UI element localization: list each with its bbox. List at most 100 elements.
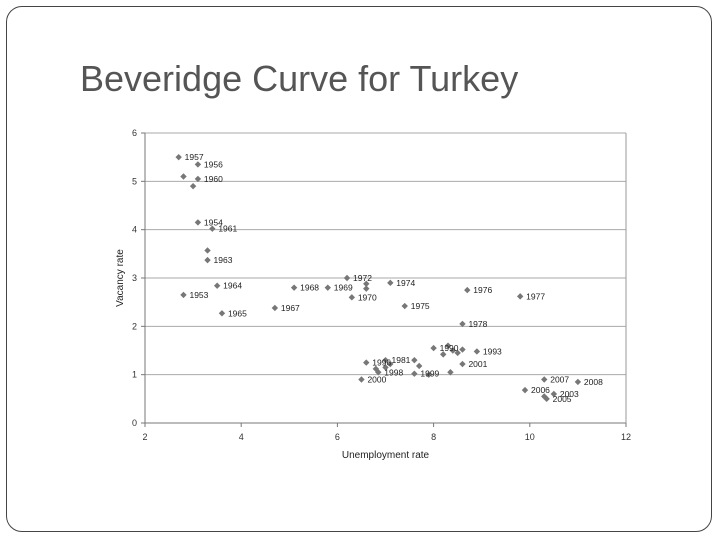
data-point [358, 376, 365, 383]
data-point [271, 304, 279, 312]
y-axis-label: Vacancy rate [115, 249, 126, 307]
data-point [218, 310, 226, 317]
point-label: 1990 [440, 343, 459, 353]
point-label: 1967 [281, 303, 300, 313]
point-label: 2008 [584, 377, 603, 387]
point-label: 2005 [553, 394, 572, 404]
data-point [387, 279, 394, 287]
y-tick-label: 3 [132, 273, 137, 283]
point-label: 1978 [468, 319, 487, 329]
point-label: 1975 [411, 301, 430, 311]
y-tick-label: 5 [132, 176, 137, 186]
point-label: 2007 [550, 375, 569, 385]
point-label: 2001 [468, 359, 487, 369]
slide-frame [6, 6, 712, 532]
data-point [363, 280, 370, 287]
data-point [175, 153, 182, 161]
data-point [430, 344, 437, 352]
data-point [180, 291, 187, 299]
point-label: 1954 [204, 217, 223, 227]
y-tick-label: 1 [132, 370, 137, 380]
data-point [454, 349, 461, 357]
point-label: 1969 [334, 283, 353, 293]
data-point [290, 284, 298, 291]
data-points [175, 153, 582, 403]
data-point [401, 302, 408, 310]
y-tick-label: 2 [132, 321, 137, 331]
data-point [363, 285, 370, 292]
point-label: 1996 [372, 358, 391, 368]
point-label: 1965 [228, 308, 247, 318]
point-label: 1977 [526, 291, 545, 301]
data-point [444, 342, 452, 349]
data-point [204, 256, 211, 264]
x-tick-label: 4 [239, 432, 244, 442]
data-point [382, 364, 389, 371]
x-tick-label: 2 [142, 432, 147, 442]
data-point [473, 348, 481, 355]
data-point [411, 356, 418, 364]
x-axis-label: Unemployment rate [342, 450, 430, 461]
y-tick-label: 4 [132, 225, 137, 235]
point-label: 2003 [560, 389, 579, 399]
grid-lines [145, 132, 627, 424]
x-tick-label: 8 [431, 432, 436, 442]
data-point [516, 293, 524, 300]
point-label: 1968 [300, 283, 319, 293]
x-tick-label: 12 [621, 432, 631, 442]
point-label: 1957 [185, 152, 204, 162]
y-tick-label: 0 [132, 418, 137, 428]
point-label: 1953 [189, 290, 208, 300]
x-tick-label: 6 [335, 432, 340, 442]
point-label: 1970 [358, 292, 377, 302]
data-point [324, 284, 331, 291]
data-point [464, 286, 471, 294]
data-point [213, 282, 221, 289]
y-tick-label: 6 [132, 128, 137, 138]
data-point [574, 378, 582, 386]
point-label: 1976 [473, 285, 492, 295]
data-point [459, 320, 466, 328]
point-label: 1960 [204, 174, 223, 184]
data-point [541, 376, 548, 383]
data-point [550, 390, 558, 398]
data-point [447, 369, 454, 376]
point-label: 1981 [392, 355, 411, 365]
data-point [194, 219, 202, 226]
slide-title: Beveridge Curve for Turkey [80, 58, 519, 99]
data-point [440, 351, 447, 358]
data-point [415, 362, 423, 370]
data-point [180, 173, 187, 180]
point-label: 1974 [396, 278, 415, 288]
data-point [459, 346, 466, 353]
data-point [348, 294, 356, 301]
data-point [204, 247, 211, 254]
data-point [194, 175, 202, 183]
data-point [543, 395, 550, 403]
point-label: 1964 [223, 281, 242, 291]
data-point [541, 393, 548, 400]
point-label: 1972 [353, 273, 372, 283]
data-point [209, 225, 216, 232]
x-tick-label: 10 [525, 432, 535, 442]
data-point [382, 356, 389, 364]
point-label: 1961 [218, 224, 237, 234]
point-label: 2006 [531, 385, 550, 395]
point-label: 1998 [384, 367, 403, 377]
point-label: 1993 [483, 346, 502, 356]
data-point [387, 360, 394, 368]
point-label: 1963 [214, 255, 233, 265]
point-label: 1956 [204, 159, 223, 169]
data-point [459, 360, 466, 368]
data-point [521, 386, 529, 394]
data-point [363, 359, 370, 366]
data-point [194, 161, 202, 168]
data-point [375, 369, 382, 376]
data-point [189, 182, 197, 190]
point-label: 2000 [367, 375, 386, 385]
data-point [411, 370, 418, 377]
point-label: 1999 [420, 369, 439, 379]
